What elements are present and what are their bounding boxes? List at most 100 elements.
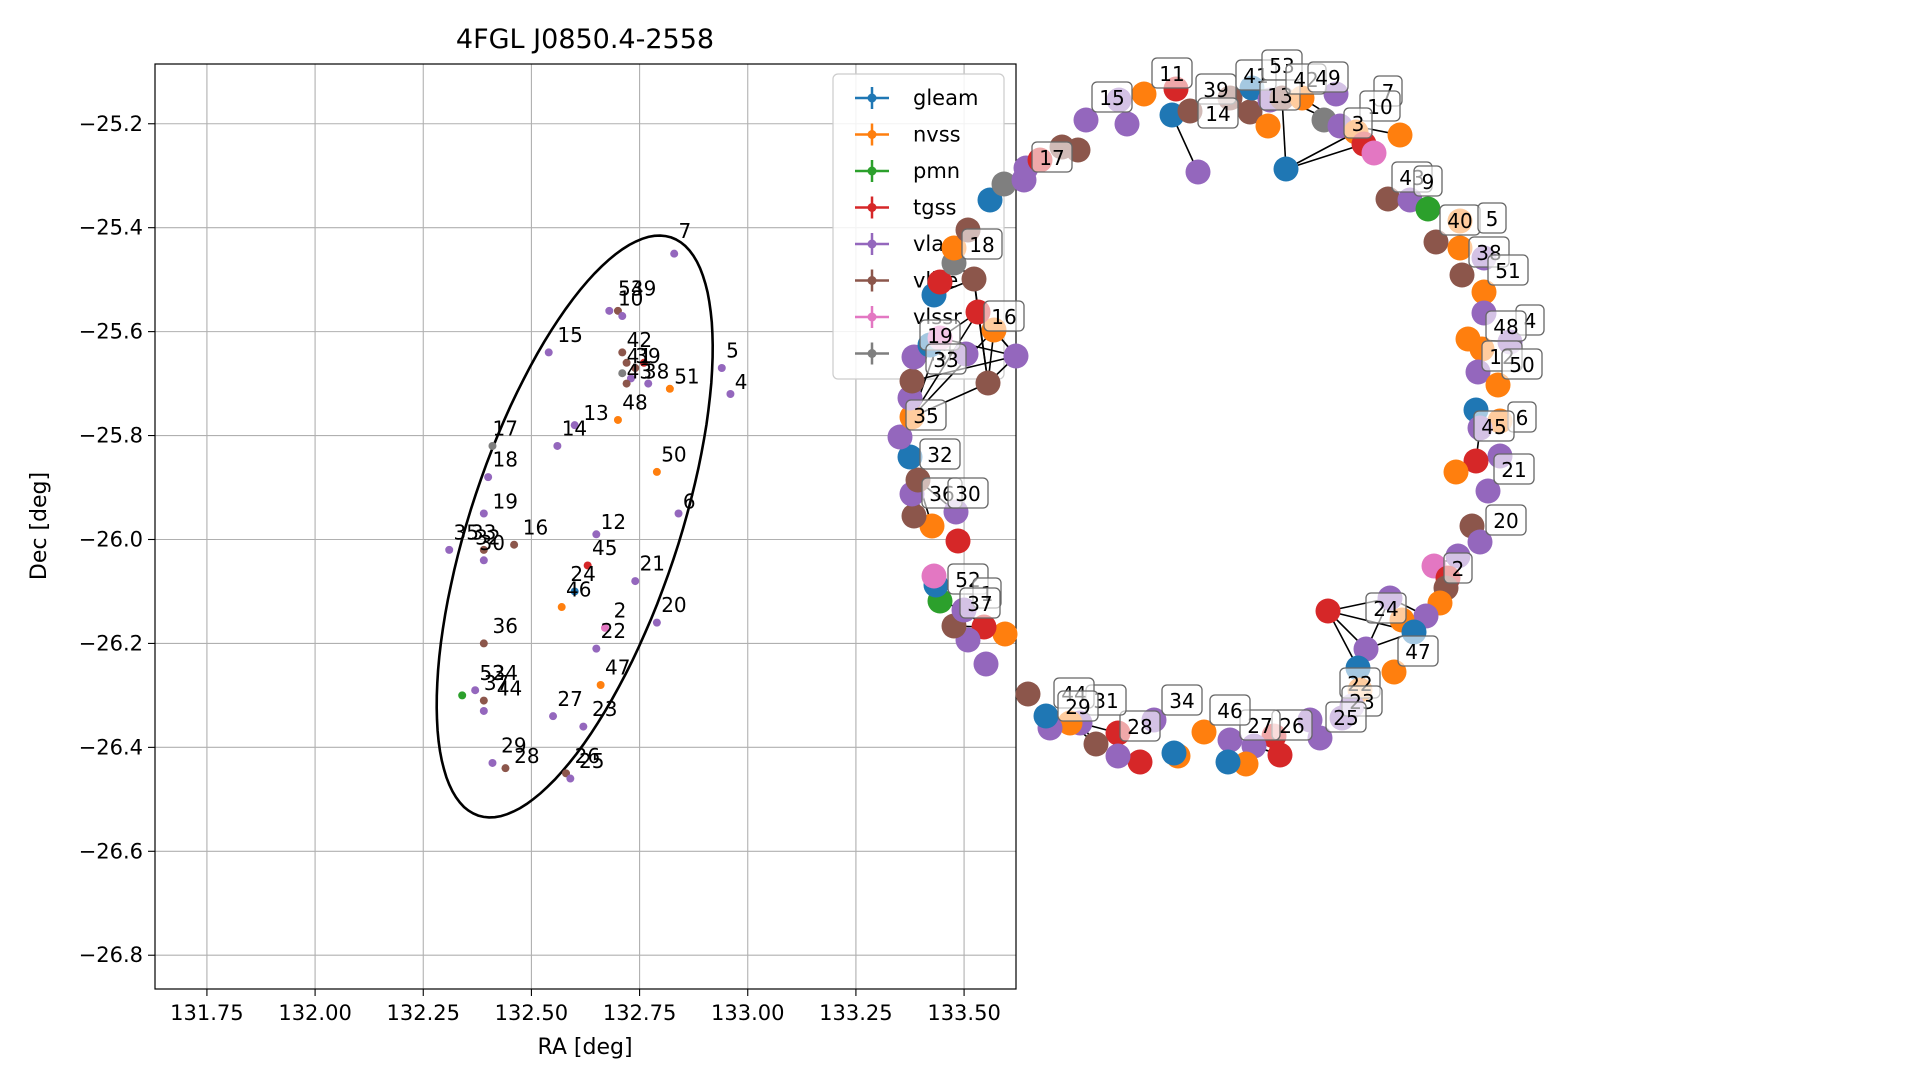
x-tick-label: 133.50 bbox=[927, 1001, 1000, 1025]
graph-node-label-box bbox=[1493, 453, 1535, 485]
graph-node bbox=[1191, 719, 1217, 745]
source-label: 12 bbox=[601, 510, 626, 534]
graph-node-label-box bbox=[1197, 97, 1239, 129]
graph-node-label: 34 bbox=[1169, 689, 1194, 713]
y-tick-label: −25.2 bbox=[79, 112, 143, 136]
graph-node-label-box bbox=[1473, 410, 1515, 442]
graph-node-label-box bbox=[1209, 694, 1251, 726]
graph-node-label-box bbox=[1091, 81, 1133, 113]
source-point bbox=[488, 441, 497, 450]
source-point bbox=[605, 306, 614, 315]
graph-node bbox=[1185, 159, 1211, 185]
error-ellipse bbox=[435, 234, 715, 819]
graph-node bbox=[975, 370, 1001, 396]
graph-node bbox=[1215, 749, 1241, 775]
graph-node bbox=[1114, 111, 1140, 137]
graph-node-label: 6 bbox=[1516, 406, 1529, 430]
source-point bbox=[471, 686, 480, 695]
graph-node-label-box bbox=[1487, 254, 1529, 286]
graph-node-label-box bbox=[961, 228, 1003, 260]
source-point bbox=[579, 722, 588, 731]
source-point bbox=[479, 639, 488, 648]
graph-node-label: 35 bbox=[913, 404, 938, 428]
graph-node bbox=[941, 235, 967, 261]
source-label: 47 bbox=[605, 656, 630, 680]
graph-node bbox=[887, 424, 913, 450]
graph-node-label: 46 bbox=[1217, 699, 1242, 723]
graph-node-label: 26 bbox=[1279, 714, 1304, 738]
y-axis-ticks: −25.2 −25.4 −25.6 −25.8 −26.0 −26.2 −26.4 −26.6… bbox=[79, 112, 155, 967]
graph-node-label-box bbox=[1307, 61, 1349, 93]
graph-node bbox=[1273, 156, 1299, 182]
graph-node-label-box bbox=[1443, 552, 1473, 584]
y-tick-label: −25.8 bbox=[79, 424, 143, 448]
graph-node bbox=[945, 528, 971, 554]
graph-node-label: 28 bbox=[1127, 715, 1152, 739]
graph-node bbox=[1315, 598, 1341, 624]
graph-node-label: 3 bbox=[1352, 112, 1365, 136]
x-tick-label: 132.00 bbox=[278, 1001, 351, 1025]
source-point bbox=[479, 556, 488, 565]
graph-node bbox=[1387, 122, 1413, 148]
y-tick-label: −26.6 bbox=[79, 839, 143, 863]
legend-marker bbox=[867, 239, 877, 249]
source-point bbox=[544, 348, 553, 357]
y-tick-label: −25.6 bbox=[79, 320, 143, 344]
source-point bbox=[631, 577, 640, 586]
source-point bbox=[652, 467, 661, 476]
graph-node-label: 45 bbox=[1481, 415, 1506, 439]
x-tick-label: 133.00 bbox=[711, 1001, 784, 1025]
graph-node-label-box bbox=[1161, 684, 1203, 716]
graph-node bbox=[1463, 448, 1489, 474]
graph-node bbox=[1105, 743, 1131, 769]
graph-node-label-box bbox=[1397, 635, 1439, 667]
graph-node bbox=[1447, 235, 1473, 261]
x-axis-ticks: 131.75 132.00 132.25 132.50 132.75 133.00 133.… bbox=[170, 989, 1001, 1025]
legend-marker bbox=[867, 166, 877, 176]
network-graph-panel: 1139144153134249710315174394053851448125… bbox=[887, 49, 1545, 777]
source-point bbox=[484, 473, 493, 482]
source-label: 32 bbox=[475, 526, 500, 550]
source-point bbox=[566, 774, 575, 783]
source-label: 38 bbox=[644, 359, 669, 383]
graph-node-label-box bbox=[905, 399, 947, 431]
source-point bbox=[644, 379, 653, 388]
source-label: 4 bbox=[735, 370, 748, 394]
source-label: 46 bbox=[566, 578, 591, 602]
graph-node bbox=[961, 266, 987, 292]
graph-node-label: 30 bbox=[955, 482, 980, 506]
source-label: 6 bbox=[683, 489, 696, 513]
source-label: 36 bbox=[492, 614, 517, 638]
source-point bbox=[726, 389, 735, 398]
graph-node-label: 16 bbox=[991, 305, 1016, 329]
source-point bbox=[639, 358, 648, 367]
source-point bbox=[479, 545, 488, 554]
y-tick-label: −25.4 bbox=[79, 216, 143, 240]
graph-node bbox=[899, 368, 925, 394]
graph-node bbox=[1467, 529, 1493, 555]
graph-node-label: 37 bbox=[967, 592, 992, 616]
plot-frame bbox=[154, 63, 1017, 990]
graph-node-label: 33 bbox=[933, 348, 958, 372]
y-tick-label: −26.0 bbox=[79, 527, 143, 551]
source-point bbox=[596, 680, 605, 689]
source-point bbox=[717, 364, 726, 373]
graph-edge bbox=[1285, 143, 1365, 170]
graph-node-label-box bbox=[1343, 107, 1373, 139]
graph-node bbox=[1177, 98, 1203, 124]
graph-node-label: 40 bbox=[1447, 209, 1472, 233]
graph-node-label-box bbox=[1119, 710, 1161, 742]
source-label: 21 bbox=[640, 552, 665, 576]
source-label: 51 bbox=[674, 365, 699, 389]
legend-marker bbox=[867, 349, 877, 358]
source-label: 16 bbox=[523, 515, 548, 539]
graph-node bbox=[1443, 459, 1469, 485]
source-point bbox=[652, 618, 661, 627]
graph-node-label: 17 bbox=[1039, 146, 1064, 170]
graph-node bbox=[1471, 279, 1497, 305]
chart-title: 4FGL J0850.4-2558 bbox=[456, 24, 714, 55]
graph-node-label: 2 bbox=[1452, 557, 1465, 581]
graph-node bbox=[1415, 196, 1441, 222]
source-point bbox=[622, 358, 631, 367]
graph-node bbox=[1073, 107, 1099, 133]
